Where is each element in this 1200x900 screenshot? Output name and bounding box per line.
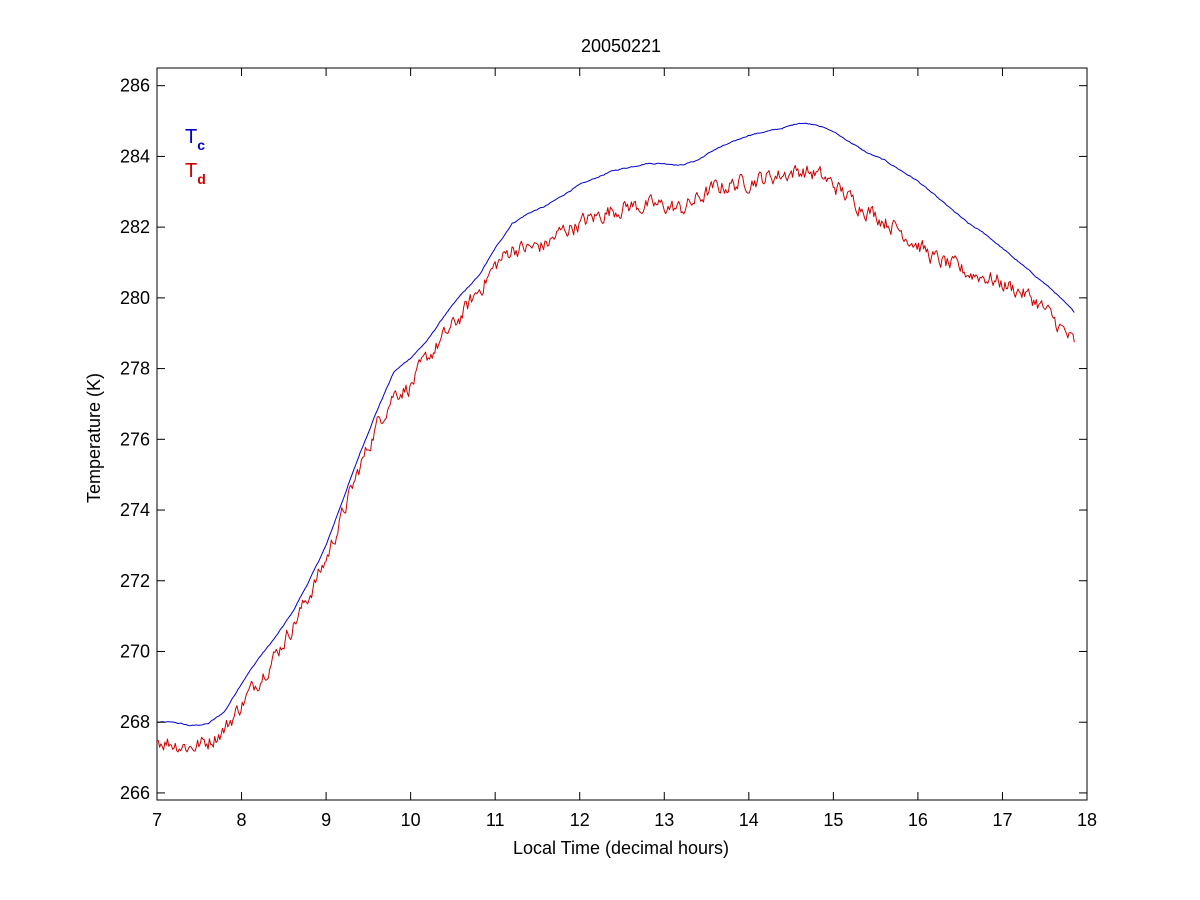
axes-box [156,67,1088,801]
y-tick-label: 282 [120,217,150,237]
x-tick-label: 15 [823,810,843,830]
y-tick-label: 270 [120,641,150,661]
y-tick-label: 274 [120,500,150,520]
legend-entry-name: T [185,126,197,148]
x-tick-label: 16 [908,810,928,830]
x-tick-label: 17 [992,810,1012,830]
x-tick-label: 12 [570,810,590,830]
series-line-c [156,122,1075,727]
legend-entry-d: Td [185,160,206,187]
y-tick-label: 268 [120,712,150,732]
x-tick-label: 11 [486,810,505,830]
y-tick-label: 286 [120,76,150,96]
series-line-d [156,165,1075,753]
x-tick-label: 9 [321,810,331,830]
series-layer [156,122,1075,753]
chart-title: 20050221 [581,36,661,56]
legend-entry-subscript: d [197,171,206,187]
x-axis-label: Local Time (decimal hours) [513,838,729,858]
x-tick-label: 14 [739,810,759,830]
y-axis-label: Temperature (K) [84,373,104,503]
x-tick-label: 18 [1077,810,1097,830]
x-tick-label: 7 [152,810,162,830]
legend-entry-c: Tc [185,126,205,153]
x-tick-label: 8 [237,810,247,830]
y-tick-label: 276 [120,429,150,449]
x-tick-label: 10 [401,810,421,830]
y-tick-label: 272 [120,571,150,591]
legend-entry-subscript: c [197,137,205,153]
x-tick-label: 13 [654,810,674,830]
y-tick-label: 278 [120,359,150,379]
y-axis-ticks: 266 268 270 272 274 276 278 280 282 284 286 [120,76,1087,803]
legend-entry-name: T [185,160,197,182]
plot-area: 7 8 9 10 11 12 13 14 15 16 17 18 266 268 270 272 274 276… [120,67,1097,830]
y-tick-label: 280 [120,288,150,308]
x-axis-ticks: 7 8 9 10 11 12 13 14 15 16 17 18 [152,68,1097,830]
y-tick-label: 284 [120,146,150,166]
y-tick-label: 266 [120,783,150,803]
